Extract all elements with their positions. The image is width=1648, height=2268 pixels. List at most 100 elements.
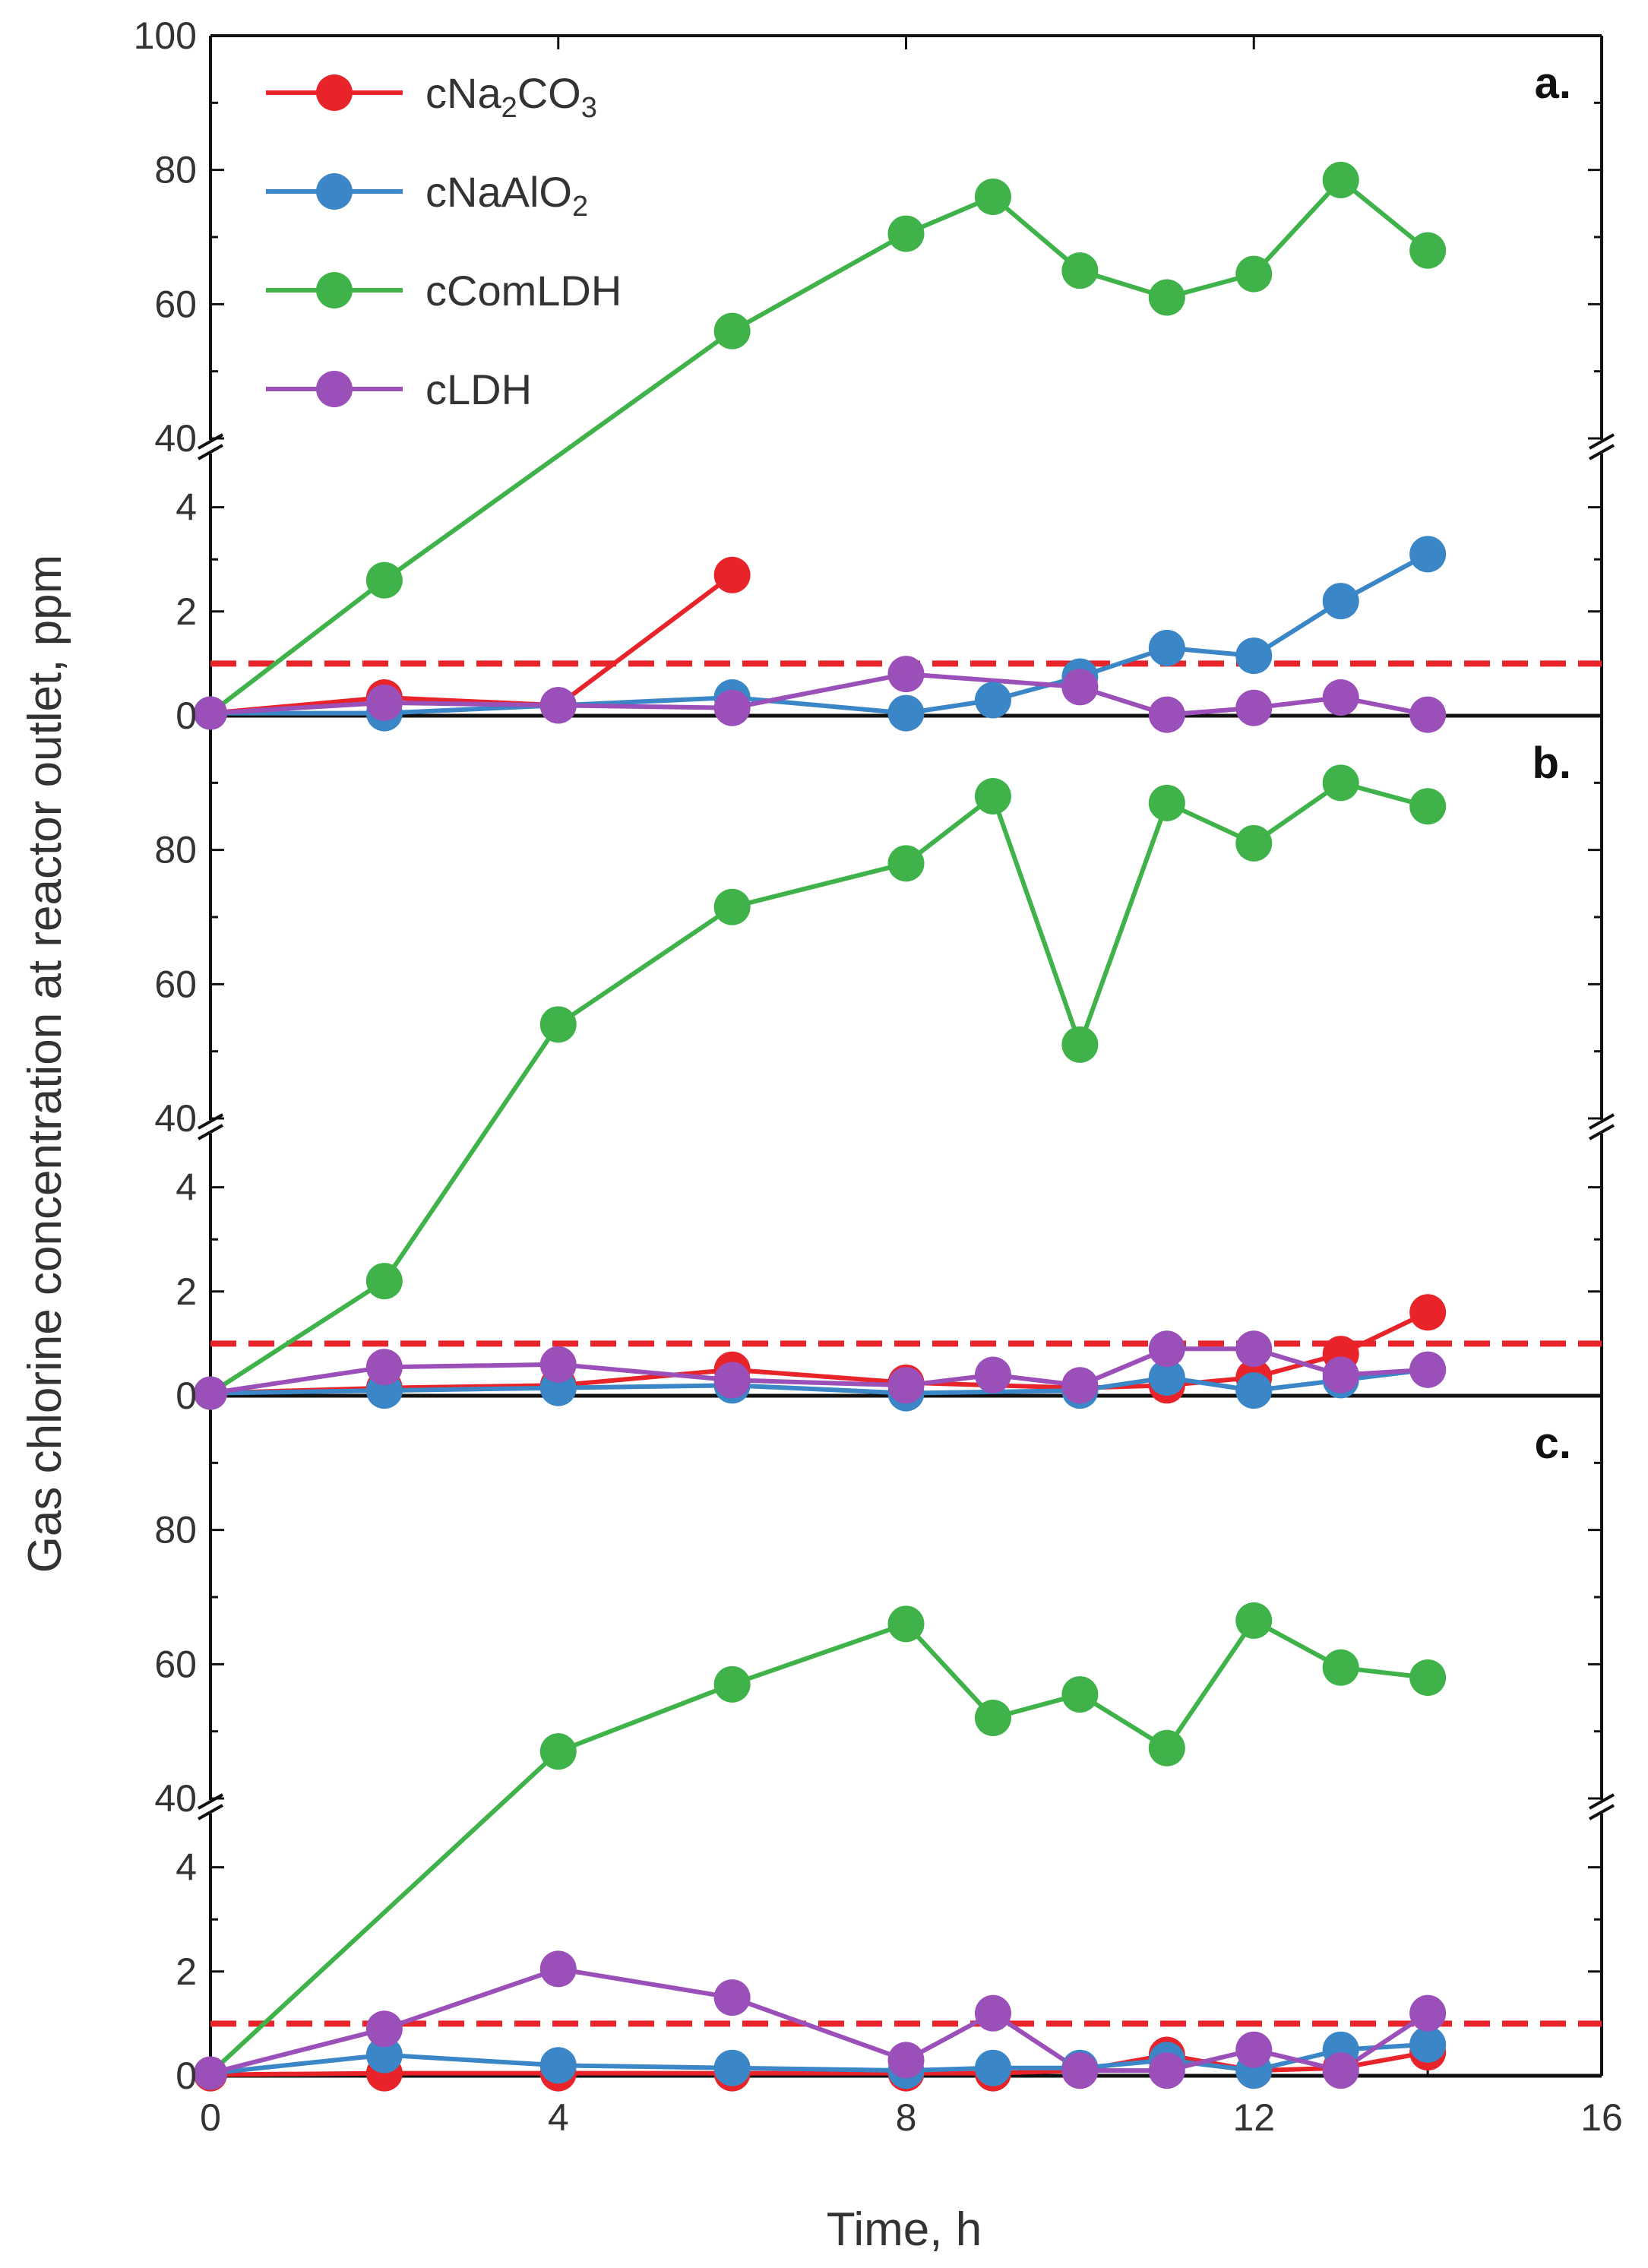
data-point-cLDH	[194, 1376, 227, 1410]
data-point-cNaAlO2	[974, 682, 1011, 719]
series-line-cComLDH	[209, 780, 1428, 1396]
data-point-cNa2CO3	[1409, 1294, 1447, 1331]
y-tick-label: 4	[176, 1166, 197, 1209]
legend-label-cNaAlO2: cNaAlO2	[425, 168, 588, 223]
axis-break-mark	[1589, 433, 1615, 450]
data-point-cLDH	[887, 2042, 925, 2079]
x-tick-label: 12	[1232, 2096, 1275, 2139]
series-line-cComLDH	[209, 177, 1429, 715]
data-point-cComLDH	[1409, 232, 1447, 269]
data-point-cNa2CO3	[713, 556, 751, 593]
data-point-cLDH	[539, 687, 577, 724]
data-point-cLDH	[1148, 2052, 1185, 2089]
data-point-cComLDH	[887, 215, 925, 252]
panel-label: a.	[1535, 59, 1571, 108]
data-point-cLDH	[1409, 696, 1447, 733]
axis-break-mark	[1589, 1124, 1615, 1140]
data-point-cNaAlO2	[1235, 637, 1273, 675]
data-point-cComLDH	[539, 1006, 577, 1043]
axis-break-mark	[198, 1804, 223, 1820]
data-point-cLDH	[713, 689, 751, 726]
data-point-cNaAlO2	[974, 2049, 1011, 2086]
axis-break-mark	[1589, 1113, 1615, 1130]
axis-break-mark	[198, 433, 223, 450]
data-point-cComLDH	[1148, 1729, 1185, 1767]
data-point-cComLDH	[365, 561, 403, 599]
y-tick-label: 2	[176, 1950, 197, 1993]
axis-break-mark	[198, 1793, 223, 1810]
data-point-cLDH	[713, 1362, 751, 1399]
data-point-cComLDH	[1061, 1026, 1099, 1063]
y-tick-label: 2	[176, 1270, 197, 1313]
y-tick-label: 4	[176, 1846, 197, 1889]
y-tick-label: 0	[176, 2054, 197, 2097]
data-point-cComLDH	[1235, 255, 1273, 293]
y-tick-label: 2	[176, 590, 197, 633]
data-point-cComLDH	[1235, 1602, 1273, 1639]
data-point-cNaAlO2	[1235, 1372, 1273, 1409]
y-tick-label: 4	[176, 486, 197, 529]
data-point-cComLDH	[539, 1733, 577, 1770]
legend-text-part: cNaAlO	[425, 168, 572, 216]
data-point-cNaAlO2	[887, 694, 925, 732]
data-point-cLDH	[194, 2056, 227, 2090]
data-point-cLDH	[539, 1346, 577, 1383]
legend-text-part: cComLDH	[425, 267, 622, 315]
data-point-cComLDH	[713, 312, 751, 350]
data-point-cLDH	[365, 1349, 403, 1386]
legend-marker-cNaAlO2	[316, 173, 353, 210]
data-point-cLDH	[365, 684, 403, 721]
data-point-cLDH	[1235, 689, 1273, 726]
data-point-cLDH	[1322, 2052, 1359, 2089]
data-point-cLDH	[887, 1367, 925, 1404]
axis-break-mark	[1589, 1804, 1615, 1820]
data-point-cNaAlO2	[1322, 583, 1359, 620]
data-point-cLDH	[1322, 1356, 1359, 1393]
data-point-cLDH	[1061, 1367, 1099, 1404]
axis-break-mark	[198, 1113, 223, 1130]
data-point-cComLDH	[1322, 764, 1359, 802]
data-point-cComLDH	[1061, 252, 1099, 289]
data-point-cComLDH	[887, 845, 925, 882]
y-tick-label: 40	[154, 1097, 197, 1140]
legend-subscript: 2	[572, 191, 588, 223]
data-point-cLDH	[1235, 2031, 1273, 2068]
legend-subscript: 2	[501, 92, 517, 124]
panel-label: c.	[1535, 1419, 1571, 1468]
data-point-cNaAlO2	[1409, 536, 1447, 573]
data-point-cComLDH	[713, 888, 751, 925]
data-point-cComLDH	[1235, 824, 1273, 862]
y-tick-label: 60	[154, 1643, 197, 1685]
data-point-cComLDH	[974, 1700, 1011, 1736]
data-point-cLDH	[1409, 1994, 1447, 2032]
data-point-cLDH	[1322, 679, 1359, 716]
data-point-cNaAlO2	[1148, 629, 1185, 666]
data-point-cLDH	[974, 1994, 1011, 2032]
x-tick-label: 8	[896, 2096, 917, 2139]
legend-marker-cComLDH	[316, 272, 353, 308]
data-point-cNaAlO2	[539, 2047, 577, 2084]
legend-label-cLDH: cLDH	[425, 365, 532, 413]
series-line-cLDH	[210, 672, 1428, 717]
data-point-cComLDH	[1148, 279, 1185, 316]
y-tick-label: 40	[154, 1777, 197, 1820]
data-point-cComLDH	[887, 1605, 925, 1643]
y-tick-label: 0	[176, 694, 197, 737]
y-tick-label: 80	[154, 149, 197, 191]
data-point-cComLDH	[365, 1263, 403, 1300]
legend-label-cNa2CO3: cNa2CO3	[425, 69, 597, 124]
data-point-cNaAlO2	[713, 2049, 751, 2086]
data-point-cComLDH	[1148, 784, 1185, 821]
y-tick-label: 60	[154, 963, 197, 1005]
y-tick-label: 80	[154, 829, 197, 871]
panel-label: b.	[1532, 739, 1571, 788]
series-line-cNa2CO3	[210, 573, 734, 716]
legend-text-part: CO	[517, 69, 581, 117]
data-point-cLDH	[1061, 2052, 1099, 2089]
legend-text-part: cNa	[425, 69, 501, 117]
data-point-cLDH	[974, 1356, 1011, 1393]
legend-label-cComLDH: cComLDH	[425, 267, 622, 315]
y-tick-label: 100	[134, 14, 197, 57]
